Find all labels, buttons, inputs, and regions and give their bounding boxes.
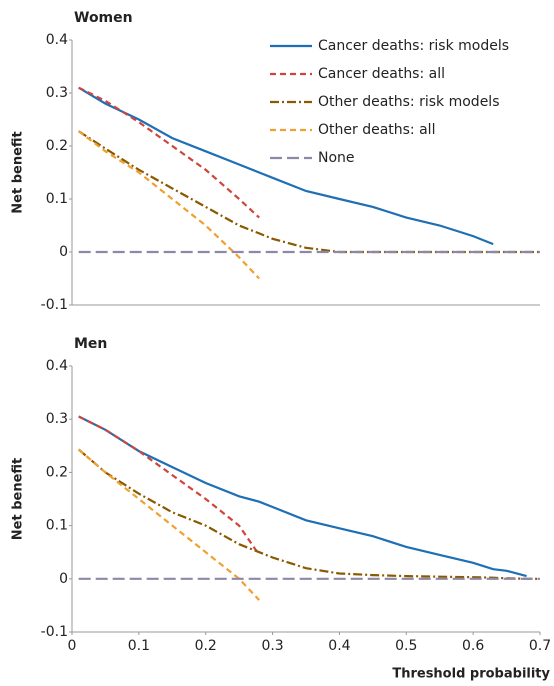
x-tick-label: 0.5 — [395, 638, 417, 654]
y-tick-label: -0.1 — [41, 624, 68, 640]
y-tick-label: 0.3 — [46, 85, 68, 101]
x-axis-label: Threshold probability — [392, 667, 550, 682]
chart-title: Men — [74, 336, 107, 352]
x-tick-label: 0.4 — [328, 638, 350, 654]
legend-label: Other deaths: risk models — [318, 94, 500, 110]
series-line — [77, 448, 540, 580]
y-tick-label: 0.3 — [46, 411, 68, 427]
series-line — [78, 86, 494, 246]
y-axis-label: Net benefit — [11, 458, 26, 540]
y-tick-label: 0.4 — [46, 358, 68, 374]
x-tick-label: 0.6 — [462, 638, 484, 654]
y-tick-label: 0 — [59, 571, 68, 587]
series-line — [78, 130, 260, 280]
x-tick-label: 0.7 — [529, 638, 551, 654]
x-tick-label: 0.3 — [261, 638, 283, 654]
y-axis-label: Net benefit — [11, 131, 26, 213]
y-tick-label: 0 — [59, 244, 68, 260]
y-tick-label: 0.1 — [46, 518, 68, 534]
legend-label: Cancer deaths: all — [318, 66, 445, 82]
x-tick-label: 0.1 — [128, 638, 150, 654]
series-line — [78, 415, 527, 578]
y-tick-label: 0.2 — [46, 138, 68, 154]
legend-label: None — [318, 150, 355, 166]
y-tick-label: 0.1 — [46, 191, 68, 207]
y-tick-label: 0.4 — [46, 32, 68, 48]
y-tick-label: 0.2 — [46, 464, 68, 480]
series-line — [77, 448, 261, 601]
chart-title: Women — [74, 10, 133, 26]
y-tick-label: -0.1 — [41, 297, 68, 313]
legend-label: Cancer deaths: risk models — [318, 38, 509, 54]
legend-label: Other deaths: all — [318, 122, 435, 138]
series-line — [78, 86, 260, 219]
x-tick-label: 0 — [68, 638, 77, 654]
x-tick-label: 0.2 — [195, 638, 217, 654]
series-line — [78, 415, 261, 556]
